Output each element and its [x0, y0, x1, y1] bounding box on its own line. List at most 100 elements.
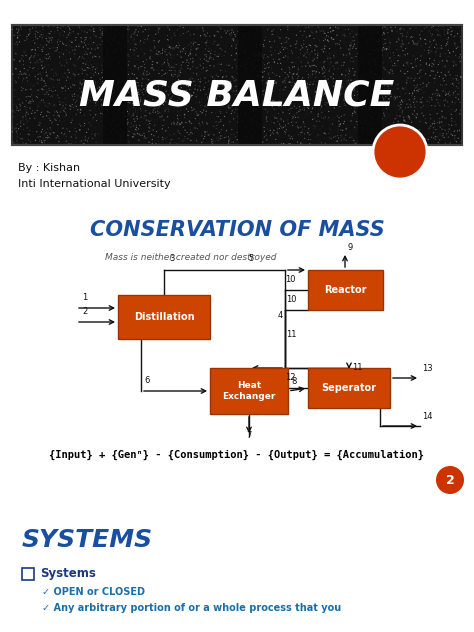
Point [102, 74, 110, 84]
Point [170, 70, 178, 80]
Point [362, 87, 369, 97]
Point [214, 112, 222, 122]
Point [215, 133, 223, 143]
Point [432, 24, 440, 34]
Point [164, 53, 172, 63]
Point [130, 36, 137, 46]
Point [186, 117, 193, 127]
Point [403, 129, 410, 139]
Point [325, 66, 333, 76]
Point [171, 138, 179, 148]
Point [218, 125, 225, 135]
Point [447, 27, 455, 37]
Point [146, 91, 153, 101]
Point [374, 36, 382, 46]
Point [359, 119, 367, 130]
Point [149, 35, 157, 46]
Point [362, 118, 369, 128]
Point [100, 121, 107, 131]
Point [236, 49, 243, 59]
Point [244, 126, 252, 136]
Text: Inti International University: Inti International University [18, 179, 171, 189]
Point [43, 111, 50, 121]
Point [309, 66, 317, 76]
Point [303, 47, 310, 58]
Point [403, 88, 410, 98]
Point [222, 71, 230, 82]
Point [335, 112, 343, 123]
Point [154, 79, 162, 89]
Point [48, 92, 56, 102]
Point [319, 121, 326, 131]
Point [287, 46, 295, 56]
Point [254, 73, 262, 83]
Point [277, 115, 285, 125]
Point [61, 111, 69, 121]
Point [107, 94, 115, 104]
Point [150, 35, 158, 46]
Point [242, 90, 250, 100]
Point [428, 22, 436, 32]
Point [249, 21, 257, 32]
Point [107, 78, 114, 88]
Point [279, 107, 287, 118]
Point [200, 63, 207, 73]
Text: 10: 10 [286, 295, 297, 304]
Point [326, 64, 334, 74]
Point [129, 87, 137, 97]
Point [310, 61, 317, 71]
Point [387, 118, 395, 128]
Point [134, 51, 142, 61]
Point [102, 27, 110, 37]
Point [47, 74, 55, 84]
Point [215, 51, 222, 61]
Point [276, 35, 283, 45]
Point [82, 59, 90, 69]
Point [450, 32, 457, 42]
Point [412, 82, 420, 92]
Point [113, 79, 120, 89]
Point [29, 66, 36, 76]
Point [81, 32, 89, 42]
Point [381, 110, 388, 120]
Point [383, 24, 391, 34]
Point [316, 99, 324, 109]
Point [36, 32, 44, 42]
Point [364, 125, 371, 135]
Point [313, 90, 321, 100]
Point [318, 107, 326, 118]
Point [194, 90, 201, 100]
Point [92, 32, 100, 42]
Point [117, 131, 124, 142]
Point [418, 85, 425, 95]
Point [346, 45, 354, 55]
Point [39, 30, 47, 40]
Point [236, 59, 244, 70]
Point [32, 135, 39, 145]
Point [223, 88, 230, 98]
Point [289, 113, 296, 123]
Point [412, 125, 419, 135]
Point [168, 119, 175, 129]
Point [121, 36, 129, 46]
Point [130, 75, 138, 85]
Point [399, 106, 406, 116]
Point [266, 77, 274, 87]
Point [81, 49, 89, 59]
Point [235, 68, 242, 78]
Point [285, 105, 292, 115]
Point [438, 56, 446, 66]
Point [133, 123, 140, 133]
Point [133, 73, 141, 83]
Point [67, 116, 75, 126]
Point [349, 134, 356, 144]
Point [196, 59, 204, 70]
Point [441, 100, 448, 110]
Point [318, 112, 326, 123]
Point [271, 57, 278, 67]
Point [154, 95, 161, 106]
Point [75, 21, 83, 31]
Point [313, 67, 320, 77]
Point [360, 75, 367, 85]
Point [112, 127, 120, 137]
